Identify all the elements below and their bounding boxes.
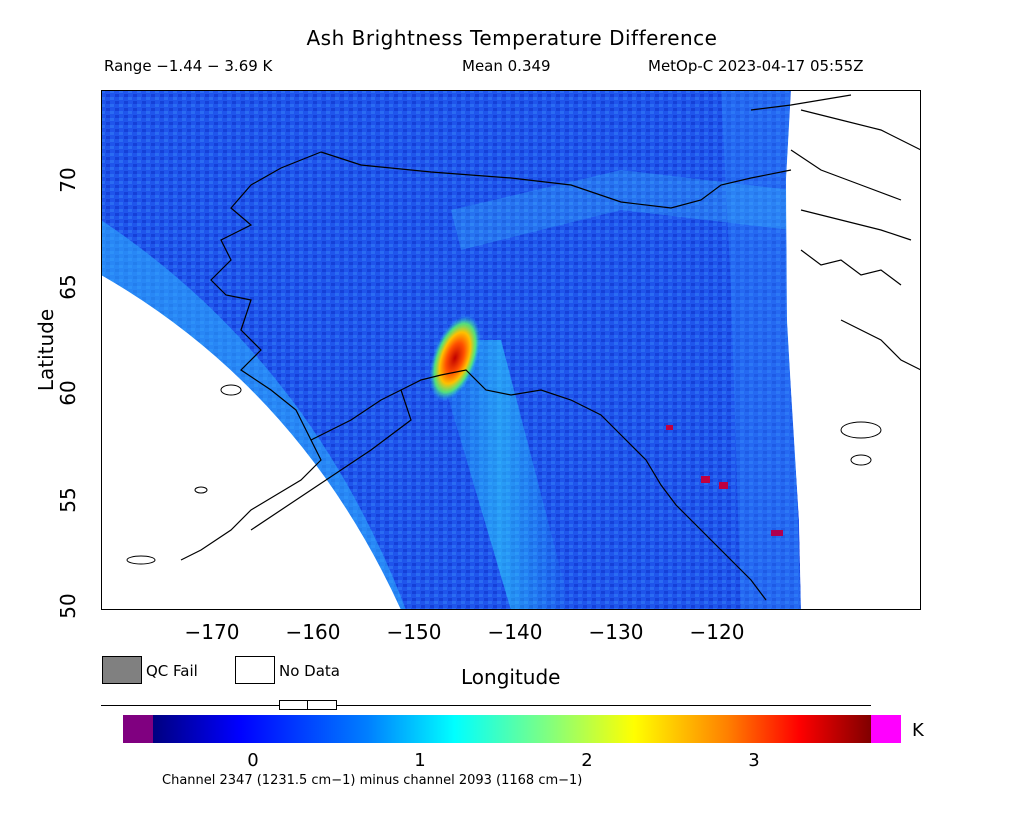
teal-band	[431, 340, 571, 610]
hot-pixel	[719, 482, 728, 489]
colorbar-tick: 3	[748, 750, 760, 771]
map-frame	[101, 90, 921, 610]
swath-right-edge-band	[721, 90, 801, 610]
range-slider-thumb[interactable]	[279, 700, 337, 710]
y-tick-label: 65	[56, 274, 80, 300]
colorbar-tick: 2	[581, 750, 593, 771]
colorbar-underflow	[123, 715, 153, 743]
map-panel	[101, 90, 921, 610]
x-tick-label: −130	[588, 620, 644, 644]
qc-fail-label: QC Fail	[146, 662, 198, 680]
hot-pixel	[701, 476, 710, 483]
x-tick-label: −150	[386, 620, 442, 644]
channel-caption: Channel 2347 (1231.5 cm−1) minus channel…	[162, 773, 583, 788]
no-data-swatch	[235, 656, 275, 684]
x-tick-label: −120	[689, 620, 745, 644]
x-axis-label: Longitude	[461, 665, 561, 689]
y-axis-label: Latitude	[34, 308, 58, 392]
mean-readout: Mean 0.349	[462, 57, 551, 75]
colorbar-tick: 1	[414, 750, 426, 771]
ash-plume-hotspot	[429, 315, 481, 401]
qc-fail-swatch	[102, 656, 142, 684]
no-data-region-east	[786, 90, 921, 610]
colorbar-unit: K	[912, 720, 924, 741]
satellite-timestamp: MetOp-C 2023-04-17 05:55Z	[648, 57, 864, 75]
no-data-region-southwest	[101, 275, 401, 610]
colorbar-scale	[153, 715, 871, 743]
hot-pixel	[666, 425, 673, 430]
no-data-label: No Data	[279, 662, 340, 680]
slider-thumb-divider	[307, 701, 308, 709]
teal-band-north	[451, 170, 791, 250]
colorbar-overflow	[871, 715, 901, 743]
range-readout: Range −1.44 − 3.69 K	[104, 57, 273, 75]
x-tick-label: −170	[184, 620, 240, 644]
y-tick-label: 60	[56, 380, 80, 406]
x-tick-label: −160	[285, 620, 341, 644]
colorbar	[123, 715, 901, 743]
y-tick-label: 50	[56, 593, 80, 619]
x-tick-label: −140	[487, 620, 543, 644]
chart-title: Ash Brightness Temperature Difference	[306, 26, 718, 50]
coastline	[180, 94, 921, 601]
coastline-islands	[126, 384, 882, 565]
hot-pixel	[771, 530, 783, 536]
range-slider-track[interactable]	[101, 705, 871, 706]
colorbar-tick: 0	[247, 750, 259, 771]
y-tick-label: 70	[56, 167, 80, 193]
y-tick-label: 55	[56, 487, 80, 513]
